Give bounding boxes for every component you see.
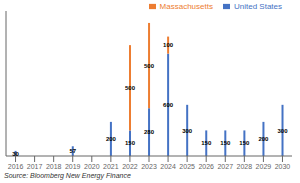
svg-text:300: 300 (182, 128, 193, 134)
svg-text:2016: 2016 (8, 163, 23, 170)
svg-text:200: 200 (258, 136, 269, 142)
svg-text:500: 500 (144, 63, 155, 69)
svg-text:150: 150 (239, 140, 250, 146)
html-text:Source: Bloomberg New Energy F: Source: Bloomberg New Energy Finance (4, 172, 131, 179)
svg-text:2017: 2017 (27, 163, 43, 170)
svg-text:57: 57 (69, 148, 76, 154)
svg-text:2019: 2019 (65, 163, 81, 170)
svg-text:2030: 2030 (275, 163, 291, 170)
svg-text:2026: 2026 (198, 163, 214, 170)
svg-text:2018: 2018 (46, 163, 62, 170)
svg-text:2021: 2021 (103, 163, 119, 170)
svg-text:2020: 2020 (84, 163, 100, 170)
html-text:United States: United States (234, 2, 282, 11)
svg-text:280: 280 (144, 129, 155, 135)
svg-text:150: 150 (125, 140, 136, 146)
svg-text:2029: 2029 (256, 163, 272, 170)
svg-text:100: 100 (163, 42, 174, 48)
svg-text:2024: 2024 (160, 163, 176, 170)
svg-text:200: 200 (106, 136, 117, 142)
svg-text:2025: 2025 (179, 163, 195, 170)
svg-text:300: 300 (278, 128, 289, 134)
svg-text:150: 150 (220, 140, 231, 146)
svg-text:2022: 2022 (122, 163, 138, 170)
svg-text:600: 600 (163, 102, 174, 108)
svg-text:2028: 2028 (237, 163, 253, 170)
svg-text:2023: 2023 (141, 163, 157, 170)
svg-text:150: 150 (201, 140, 212, 146)
svg-text:30: 30 (12, 151, 19, 157)
svg-text:2027: 2027 (217, 163, 233, 170)
svg-text:500: 500 (125, 85, 136, 91)
html-text:Massachusetts: Massachusetts (159, 2, 213, 11)
